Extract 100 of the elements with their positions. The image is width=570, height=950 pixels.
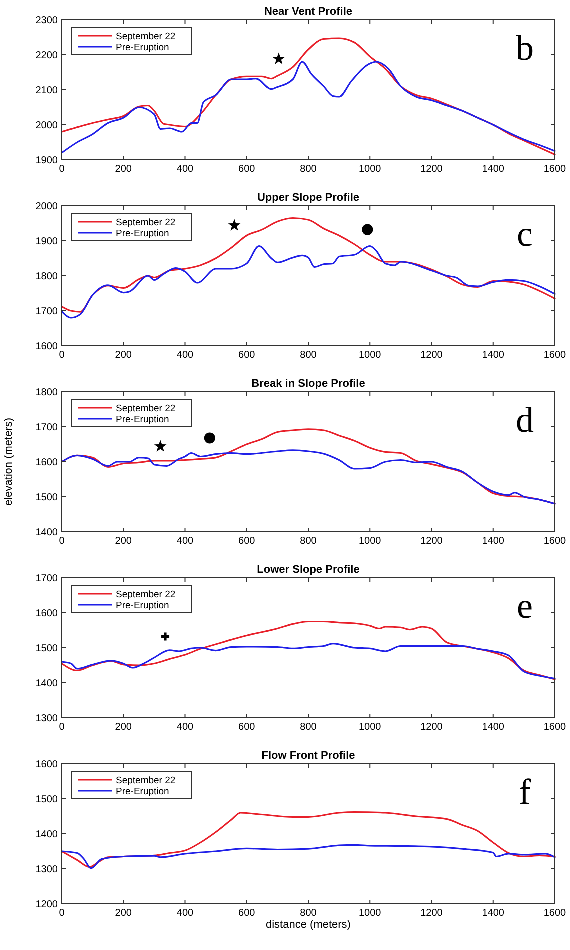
y-tick-label: 2000: [36, 120, 58, 132]
y-tick-label: 1800: [36, 272, 58, 282]
line-series: [61, 844, 556, 870]
x-tick-label: 1000: [359, 722, 382, 733]
x-tick-label: 1600: [544, 536, 567, 547]
legend-label: Pre-Eruption: [116, 786, 170, 798]
x-tick-label: 1600: [544, 164, 567, 175]
annotation: b: [516, 28, 534, 68]
x-tick-label: 1200: [420, 536, 444, 547]
x-tick-label: 800: [300, 908, 318, 919]
x-tick-label: 200: [115, 350, 132, 361]
x-tick-label: 1400: [482, 536, 505, 547]
y-tick-label: 2300: [36, 16, 58, 26]
x-tick-label: 1000: [359, 350, 382, 361]
x-tick-label: 1200: [420, 722, 444, 733]
x-tick-label: 400: [176, 536, 194, 547]
chart-title: Break in Slope Profile: [252, 378, 366, 390]
y-tick-label: 1400: [36, 830, 58, 840]
y-tick-label: 1700: [36, 574, 58, 584]
y-axis-title: elevation (meters): [3, 418, 15, 506]
y-tick-label: 2000: [36, 202, 58, 212]
chart-title: Flow Front Profile: [262, 750, 356, 762]
line-series: [61, 61, 556, 154]
x-tick-label: 600: [238, 350, 256, 361]
y-tick-label: 2200: [36, 50, 58, 62]
legend-label: Pre-Eruption: [116, 600, 170, 612]
x-tick-label: 200: [115, 536, 132, 547]
line-series: [61, 620, 556, 680]
legend-label: Pre-Eruption: [116, 42, 170, 54]
y-tick-label: 1500: [36, 794, 58, 806]
y-tick-label: 2100: [36, 86, 58, 96]
x-tick-label: 200: [115, 164, 132, 175]
annotation: c: [517, 214, 533, 254]
x-tick-label: 1200: [420, 164, 444, 175]
x-tick-label: 1400: [482, 164, 505, 175]
line-series: [61, 450, 556, 505]
y-tick-label: 1400: [36, 678, 58, 690]
x-tick-label: 1200: [420, 350, 444, 361]
chart-title: Upper Slope Profile: [257, 192, 360, 204]
y-tick-label: 1600: [36, 458, 58, 468]
line-series: [61, 245, 556, 319]
line-series: [61, 643, 556, 680]
x-tick-label: 1400: [482, 350, 505, 361]
x-tick-label: 600: [238, 164, 256, 175]
x-tick-label: 0: [59, 722, 66, 733]
y-tick-label: 1900: [36, 156, 58, 166]
legend-label: September 22: [116, 590, 176, 600]
x-tick-label: 1400: [482, 722, 505, 733]
x-tick-label: 800: [300, 350, 318, 361]
y-tick-label: 1900: [36, 236, 58, 248]
legend-label: September 22: [116, 32, 176, 42]
y-tick-label: 1800: [36, 388, 58, 398]
x-tick-label: 600: [238, 722, 256, 733]
x-tick-label: 400: [176, 164, 194, 175]
x-axis-title: distance (meters): [266, 919, 351, 931]
x-tick-label: 1400: [482, 908, 505, 919]
x-tick-label: 1000: [359, 536, 382, 547]
legend-label: September 22: [116, 776, 176, 786]
annotation: d: [516, 400, 534, 440]
legend-label: Pre-Eruption: [116, 228, 170, 240]
x-tick-label: 400: [176, 722, 194, 733]
x-tick-label: 1600: [544, 722, 567, 733]
x-tick-label: 0: [59, 536, 66, 547]
x-tick-label: 600: [238, 908, 256, 919]
x-tick-label: 200: [115, 722, 132, 733]
y-tick-label: 1200: [36, 900, 58, 910]
x-tick-label: 1200: [420, 908, 444, 919]
legend-label: September 22: [116, 218, 176, 228]
y-tick-label: 1600: [36, 760, 58, 770]
x-tick-label: 400: [176, 350, 194, 361]
x-tick-label: 1000: [359, 164, 382, 175]
x-tick-label: 800: [300, 536, 318, 547]
legend-label: Pre-Eruption: [116, 414, 170, 426]
x-tick-label: 600: [238, 536, 256, 547]
annotation: e: [517, 586, 533, 626]
x-tick-label: 1600: [544, 350, 567, 361]
y-tick-label: 1300: [36, 864, 58, 876]
y-tick-label: 1600: [36, 608, 58, 620]
y-tick-label: 1600: [36, 342, 58, 352]
x-tick-label: 0: [59, 350, 66, 361]
chart-title: Lower Slope Profile: [257, 564, 360, 576]
legend-label: September 22: [116, 404, 176, 414]
y-tick-label: 1500: [36, 644, 58, 654]
x-tick-label: 0: [59, 164, 66, 175]
x-tick-label: 1600: [544, 908, 567, 919]
chart-title: Near Vent Profile: [264, 6, 353, 18]
x-tick-label: 400: [176, 908, 194, 919]
x-tick-label: 0: [59, 908, 66, 919]
x-tick-label: 200: [115, 908, 132, 919]
x-tick-label: 800: [300, 164, 318, 175]
y-tick-label: 1700: [36, 422, 58, 434]
y-tick-label: 1400: [36, 528, 58, 538]
x-tick-label: 800: [300, 722, 318, 733]
y-tick-label: 1500: [36, 492, 58, 504]
line-series: [61, 217, 556, 313]
annotation: f: [519, 772, 531, 812]
line-series: [61, 812, 556, 868]
y-tick-label: 1700: [36, 306, 58, 318]
y-tick-label: 1300: [36, 714, 58, 724]
x-tick-label: 1000: [359, 908, 382, 919]
